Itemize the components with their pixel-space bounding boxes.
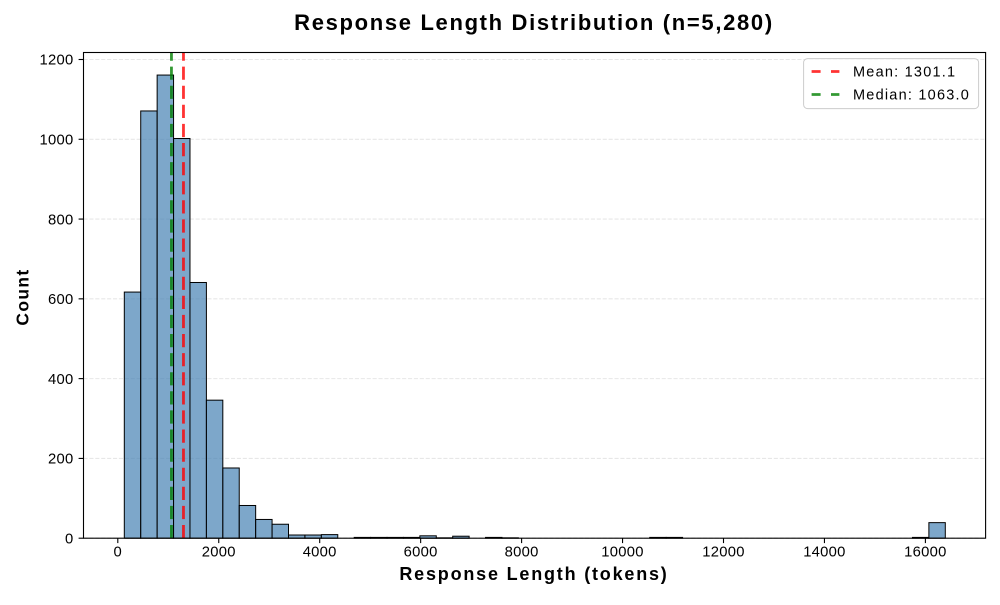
svg-text:4000: 4000 <box>303 545 337 561</box>
svg-text:800: 800 <box>48 212 74 228</box>
svg-text:10000: 10000 <box>601 545 644 561</box>
svg-text:14000: 14000 <box>803 545 846 561</box>
svg-text:400: 400 <box>48 372 74 388</box>
svg-text:16000: 16000 <box>904 545 947 561</box>
svg-text:1000: 1000 <box>40 132 74 148</box>
svg-text:2000: 2000 <box>202 545 236 561</box>
svg-text:200: 200 <box>48 452 74 468</box>
svg-text:600: 600 <box>48 292 74 308</box>
svg-text:1200: 1200 <box>40 53 74 69</box>
svg-text:Mean: 1301.1: Mean: 1301.1 <box>853 65 956 81</box>
svg-text:Median: 1063.0: Median: 1063.0 <box>853 88 970 104</box>
svg-text:0: 0 <box>114 545 123 561</box>
svg-text:6000: 6000 <box>404 545 438 561</box>
svg-text:Count: Count <box>13 268 33 325</box>
svg-text:0: 0 <box>65 531 74 547</box>
svg-text:8000: 8000 <box>505 545 539 561</box>
svg-text:12000: 12000 <box>702 545 745 561</box>
svg-text:Response Length (tokens): Response Length (tokens) <box>399 564 668 584</box>
svg-text:Response Length Distribution (: Response Length Distribution (n=5,280) <box>294 10 774 35</box>
